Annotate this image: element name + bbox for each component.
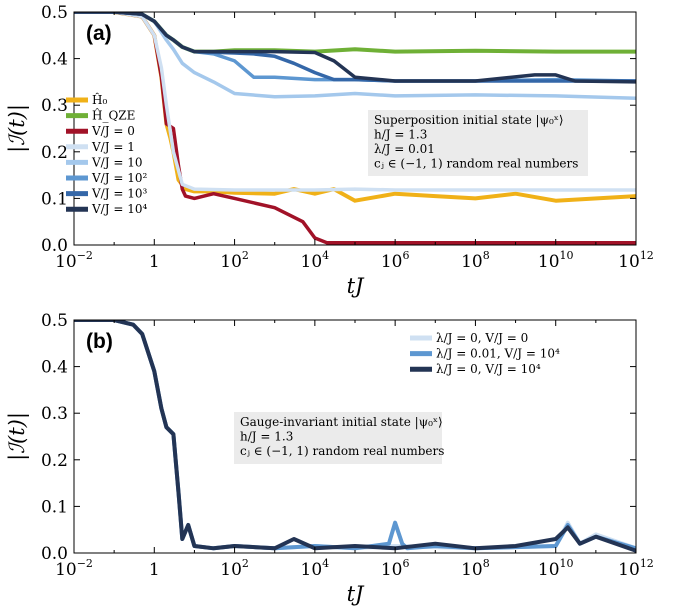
series-group <box>74 320 636 553</box>
x-axis-label: tJ <box>347 274 365 298</box>
x-tick-label: 108 <box>461 557 490 580</box>
y-tick-label: 0.4 <box>41 50 68 70</box>
annotation-box <box>368 110 588 176</box>
y-tick-label: 0.2 <box>41 451 68 471</box>
annotation-line: h/J = 1.3 <box>374 128 427 142</box>
series-group <box>74 12 636 245</box>
panel-label: (a) <box>86 22 112 45</box>
panel-label: (b) <box>86 330 113 353</box>
x-tick-label: 102 <box>220 557 249 580</box>
annotation-box <box>234 412 442 464</box>
y-tick-label: 0.3 <box>41 404 68 424</box>
x-tick-label: 106 <box>381 249 410 272</box>
y-axis-label: |ℐ(t)| <box>5 104 30 153</box>
x-tick-label: 1 <box>149 252 160 272</box>
x-tick-label: 10−2 <box>55 249 93 272</box>
x-tick-label: 1 <box>149 560 160 580</box>
annotation-line: Superposition initial state |ψ₀ˣ⟩ <box>374 113 564 127</box>
legend-label: V/J = 10³ <box>91 187 147 201</box>
y-tick-label: 0.5 <box>41 311 68 331</box>
legend-label: V/J = 0 <box>91 124 135 138</box>
x-tick-label: 108 <box>461 249 490 272</box>
annotation-line: cⱼ ∈ (−1, 1) random real numbers <box>240 444 444 458</box>
x-tick-label: 1012 <box>618 249 654 272</box>
legend-label: λ/J = 0.01, V/J = 10⁴ <box>436 347 560 361</box>
y-axis-label: |ℐ(t)| <box>5 412 30 461</box>
y-tick-label: 0.3 <box>41 96 68 116</box>
annotation-line: Gauge-invariant initial state |ψ₀ˣ⟩ <box>240 415 443 429</box>
x-tick-label: 10−2 <box>55 557 93 580</box>
legend-label: λ/J = 0, V/J = 10⁴ <box>436 362 541 376</box>
y-tick-label: 0.4 <box>41 358 68 378</box>
x-tick-label: 1010 <box>538 557 574 580</box>
y-tick-label: 0.0 <box>41 236 68 256</box>
panel-b: 0.0 0.1 0.2 0.3 0.4 0.5 10−2 1 102 104 106 108 1010 1… <box>5 311 654 606</box>
series-line-2 <box>74 320 636 553</box>
x-tick-label: 1012 <box>618 557 654 580</box>
series-line-3 <box>74 12 636 192</box>
x-tick-label: 1010 <box>538 249 574 272</box>
x-tick-label: 104 <box>301 557 330 580</box>
x-tick-label: 102 <box>220 249 249 272</box>
y-tick-label: 0.0 <box>41 544 68 564</box>
annotation-line: cⱼ ∈ (−1, 1) random real numbers <box>374 157 578 171</box>
annotation-line: h/J = 1.3 <box>240 430 293 444</box>
legend-label: Ĥ_QZE <box>92 108 135 123</box>
y-tick-label: 0.5 <box>41 3 68 23</box>
panel-a: 0.0 0.1 0.2 0.3 0.4 0.5 10−2 1 102 104 106 108 1010 1… <box>5 3 654 298</box>
y-tick-label: 0.1 <box>41 497 68 517</box>
x-axis-label: tJ <box>347 582 365 606</box>
legend-label: V/J = 10⁴ <box>91 202 147 216</box>
legend-label: λ/J = 0, V/J = 0 <box>436 331 528 345</box>
y-tick-label: 0.2 <box>41 143 68 163</box>
legend-label: V/J = 10² <box>91 171 147 185</box>
legend-label: V/J = 1 <box>91 140 135 154</box>
legend-label: V/J = 10 <box>91 155 142 169</box>
series-line-7 <box>74 12 636 84</box>
x-tick-label: 104 <box>301 249 330 272</box>
annotation-line: λ/J = 0.01 <box>374 142 435 156</box>
x-tick-label: 106 <box>381 557 410 580</box>
y-tick-label: 0.1 <box>41 189 68 209</box>
legend-label: Ĥ₀ <box>92 92 107 107</box>
